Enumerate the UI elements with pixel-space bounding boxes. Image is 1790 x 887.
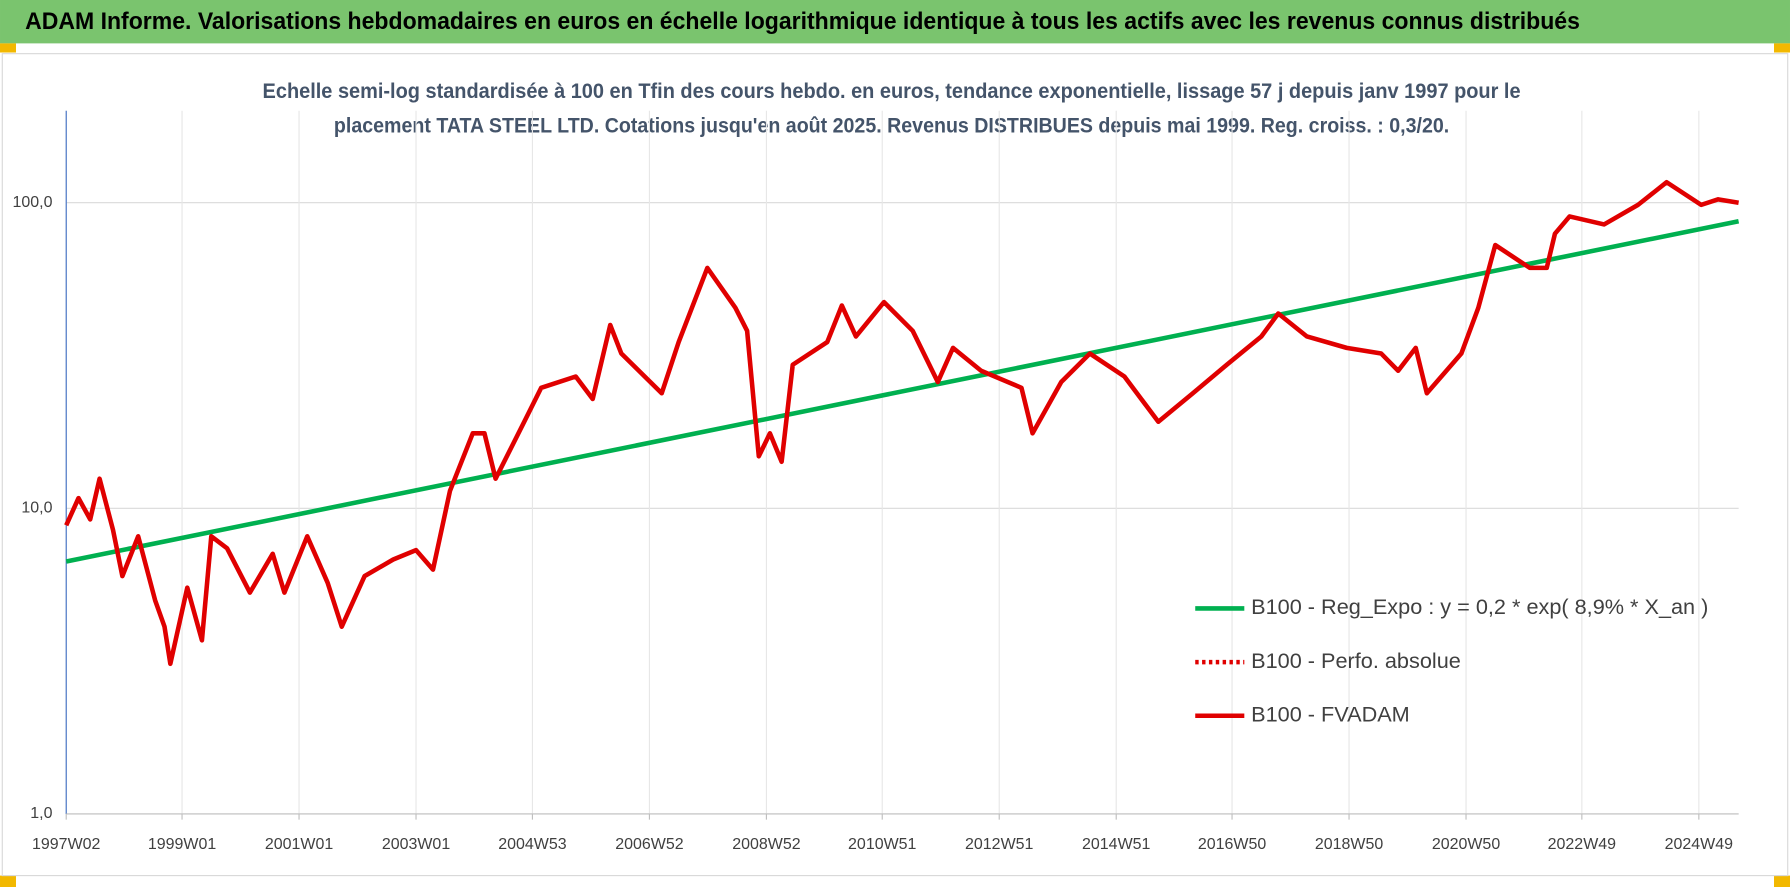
plot-area	[64, 179, 1740, 667]
chart-subtitle: Echelle semi-log standardisée à 100 en T…	[263, 78, 1521, 103]
x-tick-label: 2010W51	[848, 836, 916, 853]
x-tick-label: 2003W01	[382, 836, 450, 853]
grid: 1,0 10,0 100,0 1997W02 1999W01 2001W01 2003W01…	[13, 110, 1739, 853]
x-tick-label: 2024W49	[1665, 836, 1733, 853]
chart-frame	[1, 53, 1789, 877]
corner-mark	[1774, 43, 1790, 53]
x-tick-label: 1999W01	[148, 836, 216, 853]
header-bar	[0, 0, 1790, 44]
x-tick-label: 2006W52	[615, 836, 683, 853]
x-tick-label: 2020W50	[1432, 836, 1500, 853]
x-tick-label: 2008W52	[732, 836, 800, 853]
x-tick-label: 2014W51	[1082, 836, 1150, 853]
series-line	[65, 218, 1740, 564]
y-tick-label: 100,0	[13, 194, 53, 211]
page-title: ADAM Informe. Valorisations hebdomadaire…	[25, 8, 1580, 35]
x-tick-label: 2001W01	[265, 836, 333, 853]
y-tick-label: 10,0	[21, 500, 52, 517]
series-line	[64, 179, 1739, 667]
y-tick-label: 1,0	[30, 805, 52, 822]
x-tick-label: 2004W53	[498, 836, 566, 853]
x-tick-label: 2018W50	[1315, 836, 1383, 853]
x-tick-label: 2012W51	[965, 836, 1033, 853]
x-tick-label: 2022W49	[1548, 836, 1616, 853]
legend-label: B100 - Reg_Expo : y = 0,2 * exp( 8,9% * …	[1251, 594, 1708, 619]
x-tick-label: 1997W02	[32, 836, 100, 853]
corner-mark	[0, 875, 16, 887]
x-tick-label: 2016W50	[1198, 836, 1266, 853]
legend-label: B100 - FVADAM	[1251, 701, 1410, 726]
legend: B100 - Reg_Expo : y = 0,2 * exp( 8,9% * …	[1195, 594, 1708, 726]
legend-label: B100 - Perfo. absolue	[1251, 648, 1461, 673]
corner-mark	[0, 43, 16, 53]
chart-subtitle: placement TATA STEEL LTD. Cotations jusq…	[334, 112, 1449, 137]
corner-mark	[1774, 875, 1790, 887]
